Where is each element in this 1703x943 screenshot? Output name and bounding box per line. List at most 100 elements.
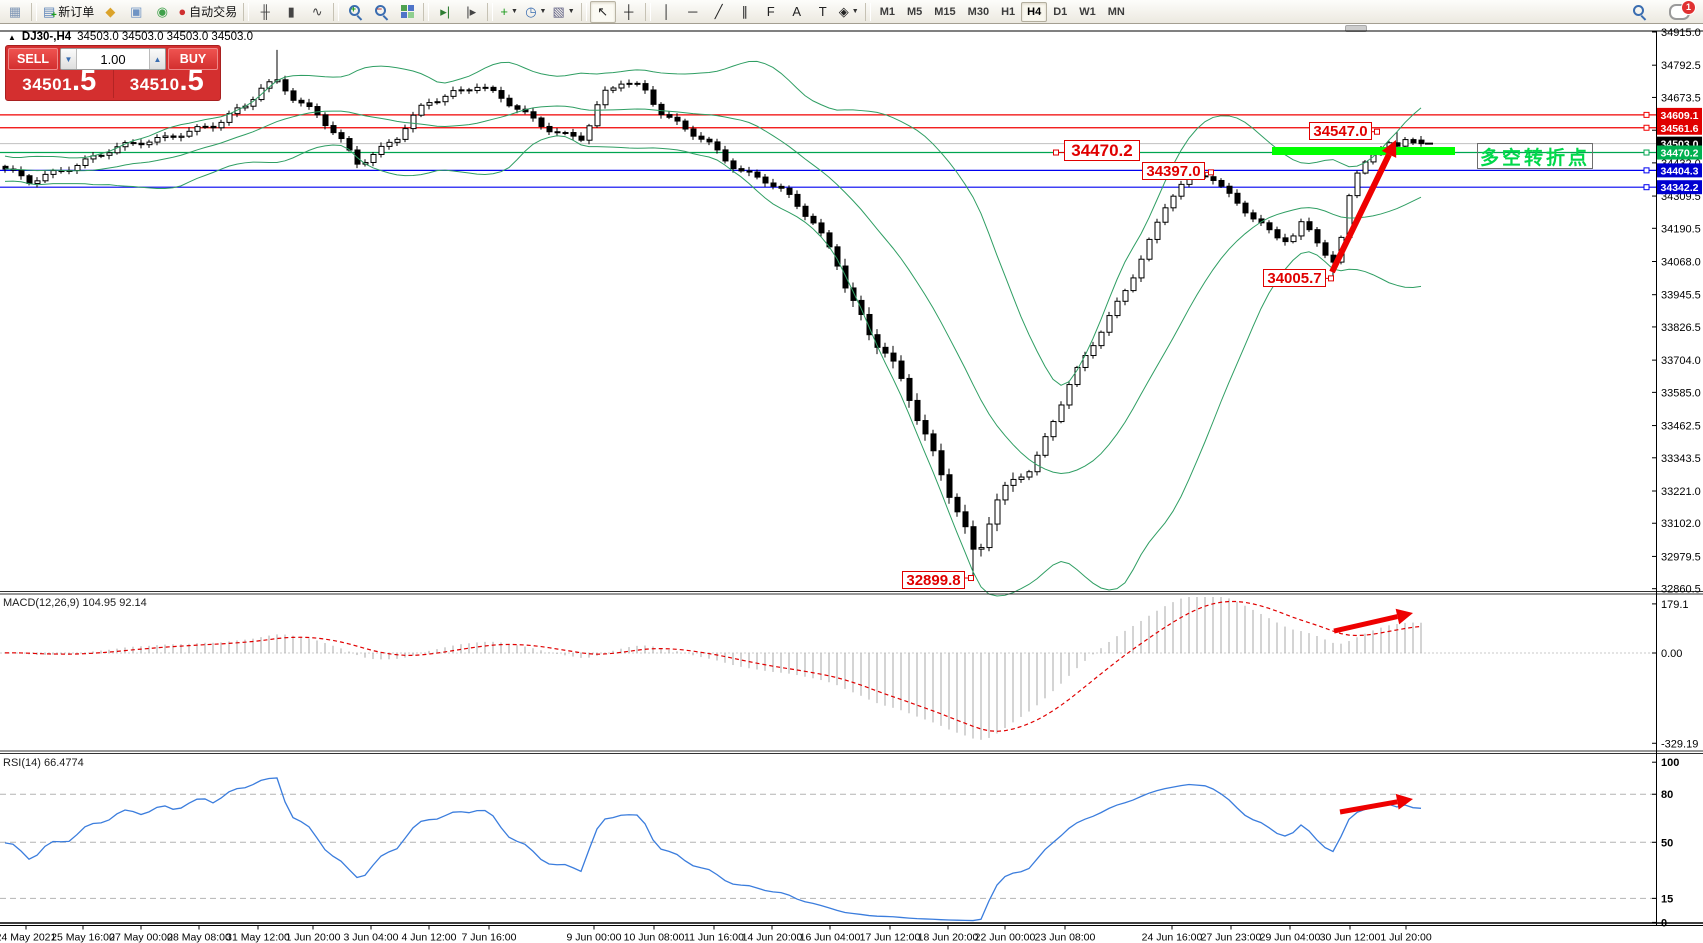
dropdown-caret-icon[interactable]: ▼ bbox=[851, 8, 859, 15]
buy-price[interactable]: 34510 .5 bbox=[112, 67, 221, 98]
svg-text:27 May 00:00: 27 May 00:00 bbox=[109, 932, 173, 943]
svg-text:27 Jun 23:00: 27 Jun 23:00 bbox=[1201, 932, 1262, 943]
channel-button[interactable]: ∥ bbox=[732, 1, 758, 23]
periods-button[interactable]: ◷ ▼ bbox=[522, 1, 549, 23]
sell-button[interactable]: SELL bbox=[8, 48, 58, 70]
chart-shift-icon: |▸ bbox=[466, 4, 477, 19]
svg-text:9 Jun 00:00: 9 Jun 00:00 bbox=[567, 932, 622, 943]
signals-button[interactable]: ◉ bbox=[149, 1, 175, 23]
crosshair-button[interactable]: ┼ bbox=[616, 1, 642, 23]
timeframe-w1[interactable]: W1 bbox=[1079, 5, 1096, 18]
timeframe-d1[interactable]: D1 bbox=[1053, 5, 1068, 18]
chart-candles-button[interactable]: ▮ bbox=[278, 1, 304, 23]
timeframe-m5[interactable]: M5 bbox=[906, 5, 923, 18]
chart-shift-button[interactable]: |▸ bbox=[458, 1, 484, 23]
auto-trading-button[interactable]: ● 自动交易 bbox=[175, 1, 240, 23]
timeframe-m30[interactable]: M30 bbox=[967, 5, 990, 18]
timeframe-mn[interactable]: MN bbox=[1107, 5, 1125, 18]
dropdown-caret-icon[interactable]: ▼ bbox=[539, 8, 547, 15]
volume-increase-button[interactable]: ▲ bbox=[149, 49, 165, 69]
profiles-button[interactable]: ▦ bbox=[2, 1, 28, 23]
chart-line-button[interactable]: ∿ bbox=[304, 1, 330, 23]
timeframe-m15[interactable]: M15 bbox=[934, 5, 956, 18]
cursor-button[interactable]: ↖ bbox=[589, 0, 616, 23]
price-callout-34547-0[interactable]: 34547.0 bbox=[1309, 122, 1372, 140]
collapse-marker-icon[interactable]: ▲ bbox=[8, 32, 16, 42]
chart-profile-button[interactable]: ▣ bbox=[123, 1, 149, 23]
svg-text:22 Jun 00:00: 22 Jun 00:00 bbox=[975, 932, 1036, 943]
zoom-out-button[interactable]: − bbox=[368, 1, 394, 23]
svg-text:33462.5: 33462.5 bbox=[1661, 421, 1701, 433]
auto-scroll-icon: ▸| bbox=[440, 4, 451, 19]
svg-text:34561.6: 34561.6 bbox=[1661, 123, 1699, 135]
price-callout-34005-7[interactable]: 34005.7 bbox=[1263, 269, 1326, 287]
trendline-button[interactable]: ╱ bbox=[706, 1, 732, 23]
sell-price[interactable]: 34501 .5 bbox=[22, 65, 97, 97]
trend-arrows[interactable] bbox=[1329, 140, 1413, 815]
toolbar-separator bbox=[423, 2, 430, 21]
zoom-in-icon: + bbox=[348, 4, 363, 19]
auto-scroll-button[interactable]: ▸| bbox=[432, 1, 458, 23]
volume-decrease-button[interactable]: ▼ bbox=[61, 49, 77, 69]
svg-text:18 Jun 20:00: 18 Jun 20:00 bbox=[918, 932, 979, 943]
svg-text:17 Jun 12:00: 17 Jun 12:00 bbox=[860, 932, 921, 943]
svg-text:32979.5: 32979.5 bbox=[1661, 551, 1701, 563]
timeframe-h1[interactable]: H1 bbox=[1001, 5, 1016, 18]
buy-button[interactable]: BUY bbox=[168, 48, 218, 70]
bull-bear-turning-point-note[interactable]: 多空转折点 bbox=[1477, 143, 1593, 169]
svg-text:16 Jun 04:00: 16 Jun 04:00 bbox=[800, 932, 861, 943]
new-order-button[interactable]: ▤ + 新订单 bbox=[40, 1, 97, 23]
indicators-icon: + bbox=[500, 4, 509, 19]
text-button[interactable]: A bbox=[784, 1, 810, 23]
svg-text:34404.3: 34404.3 bbox=[1661, 165, 1699, 177]
candlesticks bbox=[2, 49, 1433, 579]
dropdown-caret-icon[interactable]: ▼ bbox=[567, 8, 575, 15]
indicators-button[interactable]: + ▼ bbox=[496, 1, 522, 23]
search-button[interactable] bbox=[1626, 1, 1652, 23]
price-callout-34470-2[interactable]: 34470.2 bbox=[1064, 140, 1140, 161]
zoom-in-button[interactable]: + bbox=[342, 1, 368, 23]
auto-trading-icon: ● bbox=[178, 4, 187, 19]
svg-text:7 Jun 16:00: 7 Jun 16:00 bbox=[462, 932, 517, 943]
dropdown-caret-icon[interactable]: ▼ bbox=[511, 8, 518, 15]
channel-icon: ∥ bbox=[741, 4, 748, 19]
fibonacci-button[interactable]: F bbox=[758, 1, 784, 23]
svg-text:31 May 12:00: 31 May 12:00 bbox=[226, 932, 290, 943]
horizontal-line-icon: ─ bbox=[688, 4, 698, 19]
label-button[interactable]: T bbox=[810, 1, 836, 23]
svg-text:4 Jun 12:00: 4 Jun 12:00 bbox=[402, 932, 457, 943]
rsi-indicator-label: RSI(14) 66.4774 bbox=[3, 757, 84, 769]
main-toolbar: ▦ ▤ + 新订单 ◆ ▣ ◉ ● 自动交易 ╫ ▮ ∿ + − ▸| |▸ + ▼ ◷ ▼ ▧ ▼ ↖ ┼ │ ─ ╱ ∥ F A T ◈ ▼… bbox=[0, 0, 1703, 24]
volume-control: ▼ 1.00 ▲ bbox=[60, 48, 166, 70]
text-icon: A bbox=[792, 4, 802, 19]
volume-input[interactable]: 1.00 bbox=[100, 51, 126, 67]
chart-bars-icon: ╫ bbox=[260, 4, 270, 19]
support-highlight-band[interactable] bbox=[1272, 147, 1455, 155]
timeframe-m1[interactable]: M1 bbox=[879, 5, 895, 18]
arrows-button[interactable]: ◈ ▼ bbox=[836, 1, 862, 23]
chart-bars-button[interactable]: ╫ bbox=[252, 1, 278, 23]
tile-windows-button[interactable] bbox=[394, 1, 420, 23]
toolbar-separator bbox=[243, 2, 250, 21]
one-click-trading-panel: SELL ▼ 1.00 ▲ BUY 34501 .5 34510 .5 bbox=[5, 45, 221, 101]
periods-icon: ◷ bbox=[525, 4, 537, 19]
templates-button[interactable]: ▧ ▼ bbox=[549, 1, 577, 23]
svg-text:80: 80 bbox=[1661, 789, 1673, 801]
toolbar-separator bbox=[580, 2, 587, 21]
svg-text:14 Jun 20:00: 14 Jun 20:00 bbox=[742, 932, 803, 943]
notifications-button[interactable]: 1 bbox=[1666, 0, 1696, 23]
toolbar-separator bbox=[487, 2, 494, 21]
price-callout-34397-0[interactable]: 34397.0 bbox=[1142, 162, 1205, 180]
new-order-button-label: 新订单 bbox=[58, 5, 95, 19]
vertical-line-button[interactable]: │ bbox=[654, 1, 680, 23]
price-callout-32899-8[interactable]: 32899.8 bbox=[902, 571, 965, 589]
vertical-line-icon: │ bbox=[662, 4, 671, 19]
svg-text:34190.5: 34190.5 bbox=[1661, 223, 1701, 235]
timeframe-h4[interactable]: H4 bbox=[1021, 1, 1048, 22]
fibonacci-icon: F bbox=[766, 4, 775, 19]
svg-text:33704.0: 33704.0 bbox=[1661, 355, 1701, 367]
svg-text:33343.5: 33343.5 bbox=[1661, 453, 1701, 465]
horizontal-line-button[interactable]: ─ bbox=[680, 1, 706, 23]
metaeditor-button[interactable]: ◆ bbox=[97, 1, 123, 23]
